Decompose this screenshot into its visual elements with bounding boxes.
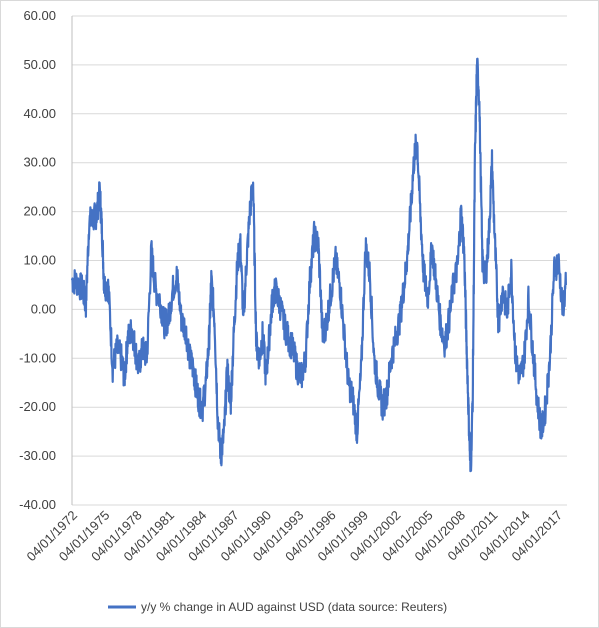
y-tick-label: 40.00 <box>23 106 56 121</box>
y-tick-label: 50.00 <box>23 57 56 72</box>
y-tick-label: 60.00 <box>23 8 56 23</box>
legend: y/y % change in AUD against USD (data so… <box>108 600 447 614</box>
gridlines <box>71 15 567 506</box>
y-tick-label: 0.00 <box>31 301 56 316</box>
y-axis-ticks: 60.00 50.00 40.00 30.00 20.00 10.00 0.00 -10.00… <box>19 8 56 512</box>
x-axis-ticks: 04/01/197204/01/197504/01/197804/01/1981… <box>23 508 565 565</box>
series-layer <box>70 57 567 473</box>
y-tick-label: 30.00 <box>23 155 56 170</box>
series-line <box>70 57 567 473</box>
y-tick-label: -40.00 <box>19 497 56 512</box>
legend-label: y/y % change in AUD against USD (data so… <box>141 600 447 614</box>
y-tick-label: 20.00 <box>23 204 56 219</box>
y-tick-label: -10.00 <box>19 350 56 365</box>
y-tick-label: -30.00 <box>19 448 56 463</box>
y-tick-label: -20.00 <box>19 399 56 414</box>
y-tick-label: 10.00 <box>23 253 56 268</box>
